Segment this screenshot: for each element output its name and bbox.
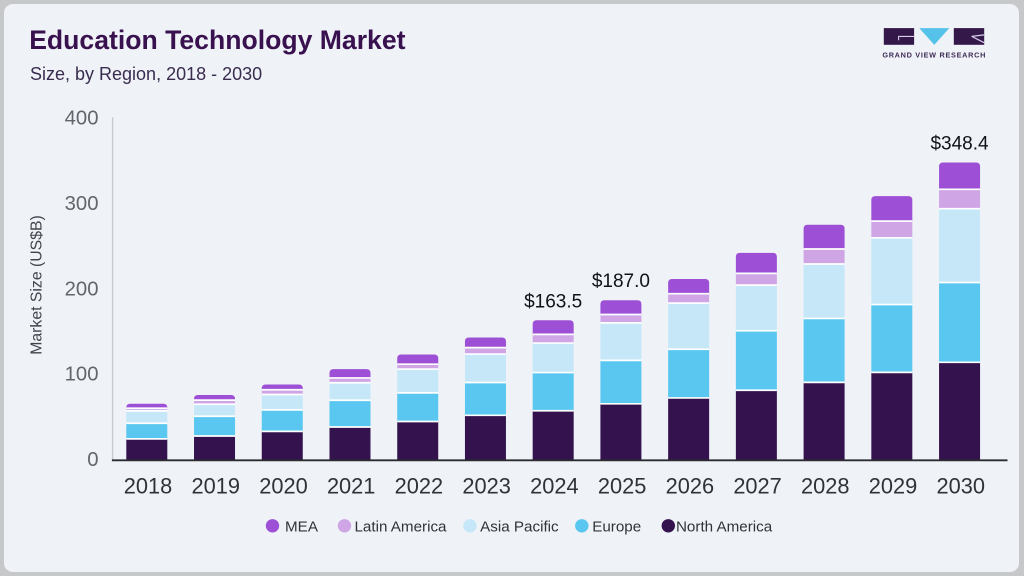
svg-text:200: 200 bbox=[65, 278, 99, 300]
svg-text:400: 400 bbox=[65, 108, 99, 130]
svg-text:$348.4: $348.4 bbox=[930, 133, 989, 154]
svg-text:$187.0: $187.0 bbox=[592, 271, 650, 292]
svg-text:300: 300 bbox=[65, 193, 99, 215]
svg-text:2029: 2029 bbox=[869, 473, 918, 498]
svg-text:$163.5: $163.5 bbox=[524, 291, 582, 312]
svg-text:2024: 2024 bbox=[530, 473, 579, 498]
svg-text:2030: 2030 bbox=[937, 473, 986, 498]
svg-text:2019: 2019 bbox=[191, 473, 240, 498]
svg-text:2018: 2018 bbox=[124, 473, 173, 498]
svg-text:Asia Pacific: Asia Pacific bbox=[480, 518, 559, 535]
svg-text:2025: 2025 bbox=[598, 473, 647, 498]
svg-text:2026: 2026 bbox=[666, 473, 715, 498]
svg-text:Education Technology Market: Education Technology Market bbox=[29, 25, 405, 55]
svg-text:2028: 2028 bbox=[801, 473, 850, 498]
svg-text:0: 0 bbox=[87, 449, 98, 471]
svg-text:North America: North America bbox=[676, 518, 773, 535]
svg-text:2027: 2027 bbox=[733, 473, 782, 498]
svg-text:Market Size (US$B): Market Size (US$B) bbox=[29, 215, 46, 355]
svg-text:2023: 2023 bbox=[462, 473, 511, 498]
svg-text:MEA: MEA bbox=[285, 518, 319, 535]
svg-text:GRAND VIEW RESEARCH: GRAND VIEW RESEARCH bbox=[882, 51, 986, 60]
svg-text:Europe: Europe bbox=[592, 518, 641, 535]
svg-text:Size, by Region, 2018 - 2030: Size, by Region, 2018 - 2030 bbox=[30, 64, 262, 84]
svg-text:2020: 2020 bbox=[259, 473, 308, 498]
svg-text:2021: 2021 bbox=[327, 473, 376, 498]
svg-text:100: 100 bbox=[65, 364, 99, 386]
svg-text:Latin America: Latin America bbox=[354, 518, 447, 535]
svg-text:2022: 2022 bbox=[395, 473, 444, 498]
